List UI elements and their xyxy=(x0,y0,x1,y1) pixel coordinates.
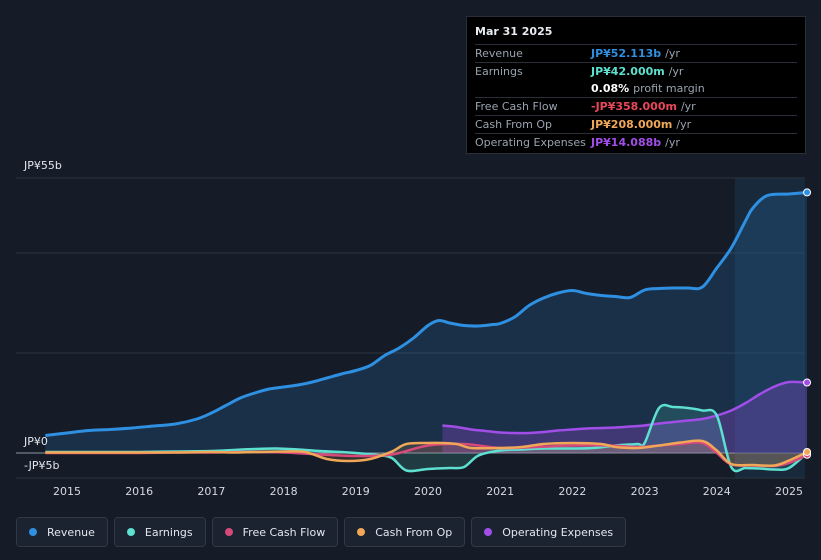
legend-operating-expenses[interactable]: Operating Expenses xyxy=(471,517,627,547)
tooltip-row-unit: /yr xyxy=(665,136,680,149)
legend-dot-icon xyxy=(126,528,135,536)
x-tick-2025: 2025 xyxy=(775,485,803,498)
x-tick-2023: 2023 xyxy=(631,485,659,498)
tooltip-row-value: 0.08% xyxy=(591,82,630,95)
legend-free-cash-flow[interactable]: Free Cash Flow xyxy=(211,517,339,547)
free-cash-flow-area xyxy=(45,442,808,467)
legend-label: Revenue xyxy=(47,525,95,539)
revenue-endpoint xyxy=(803,188,812,197)
tooltip-row-value: JP¥208.000m xyxy=(591,118,673,131)
y-tick-bottom: -JP¥5b xyxy=(24,459,59,472)
legend-label: Operating Expenses xyxy=(502,525,614,539)
tooltip-row-label: Operating Expenses xyxy=(475,136,586,149)
legend-earnings[interactable]: Earnings xyxy=(113,517,206,547)
x-axis-ticks: 2015 2016 2017 2018 2019 2020 2021 2022 2023 2024… xyxy=(53,485,803,498)
series-lines xyxy=(45,190,808,473)
x-tick-2019: 2019 xyxy=(342,485,370,498)
cash-from-op-endpoint xyxy=(803,447,812,456)
tooltip-row-label: Free Cash Flow xyxy=(475,100,558,113)
tooltip-row-unit: /yr xyxy=(680,100,696,113)
hover-tooltip: Mar 31 2025 Revenue JP¥52.113b/yr Earnings… xyxy=(466,16,806,154)
legend-revenue[interactable]: Revenue xyxy=(16,517,108,547)
operating-expenses-line xyxy=(442,380,808,435)
legend-cash-from-op[interactable]: Cash From Op xyxy=(344,517,466,547)
legend-dot-icon xyxy=(484,528,493,536)
operating-expenses-area xyxy=(442,381,808,453)
tooltip-row: Operating Expenses JP¥14.088b/yr xyxy=(475,133,797,151)
cash-from-op-line xyxy=(45,439,808,468)
tooltip-row: Earnings JP¥42.000m/yr xyxy=(475,62,797,80)
legend-label: Free Cash Flow xyxy=(242,525,326,539)
chart-canvas: JP¥55b JP¥0 -JP¥5b 2015 2016 2017 2018 2019 2… xyxy=(16,159,812,498)
tooltip-row-label: Cash From Op xyxy=(475,118,553,131)
y-tick-top: JP¥55b xyxy=(23,159,62,172)
legend-label: Earnings xyxy=(144,525,193,539)
forecast-highlight-band xyxy=(734,178,805,478)
tooltip-rows: Revenue JP¥52.113b/yr Earnings JP¥42.000m/y… xyxy=(475,44,797,151)
x-tick-2021: 2021 xyxy=(486,485,514,498)
tooltip-date: Mar 31 2025 xyxy=(475,25,553,38)
x-tick-2022: 2022 xyxy=(558,485,586,498)
x-tick-2024: 2024 xyxy=(703,485,731,498)
legend-dot-icon xyxy=(357,528,366,536)
x-tick-2015: 2015 xyxy=(53,485,81,498)
x-tick-2017: 2017 xyxy=(197,485,225,498)
tooltip-row: Cash From Op JP¥208.000m/yr xyxy=(475,115,797,133)
tooltip-row: Revenue JP¥52.113b/yr xyxy=(475,44,797,62)
tooltip-row-label: Earnings xyxy=(475,65,523,78)
tooltip-row-value: -JP¥358.000m xyxy=(591,100,677,113)
x-tick-2016: 2016 xyxy=(125,485,153,498)
tooltip-row-unit: /yr xyxy=(676,118,692,131)
tooltip-row-label: Revenue xyxy=(475,47,523,60)
x-tick-2018: 2018 xyxy=(270,485,298,498)
tooltip-row: Free Cash Flow -JP¥358.000m/yr xyxy=(475,97,797,115)
revenue-line xyxy=(45,190,808,437)
tooltip-row-value: JP¥42.000m xyxy=(591,65,665,78)
tooltip-row-unit: profit margin xyxy=(633,82,705,95)
legend-dot-icon xyxy=(224,528,233,536)
legend-label: Cash From Op xyxy=(375,525,453,539)
tooltip-row-value: JP¥52.113b xyxy=(591,47,662,60)
earnings-line xyxy=(45,403,808,473)
tooltip-row: 0.08% profit margin xyxy=(475,80,797,97)
chart-legend: Revenue Earnings Free Cash Flow Cash From O… xyxy=(16,517,627,547)
x-tick-2020: 2020 xyxy=(414,485,442,498)
y-tick-zero: JP¥0 xyxy=(23,435,48,448)
revenue-area xyxy=(45,192,808,453)
tooltip-row-unit: /yr xyxy=(668,65,684,78)
series-areas xyxy=(45,192,808,472)
legend-dot-icon xyxy=(29,528,37,536)
tooltip-row-value: JP¥14.088b xyxy=(591,136,662,149)
tooltip-row-unit: /yr xyxy=(665,47,680,60)
tooltip-row-label xyxy=(475,80,591,97)
series-endpoints xyxy=(803,188,812,459)
operating-expenses-endpoint xyxy=(803,378,812,387)
